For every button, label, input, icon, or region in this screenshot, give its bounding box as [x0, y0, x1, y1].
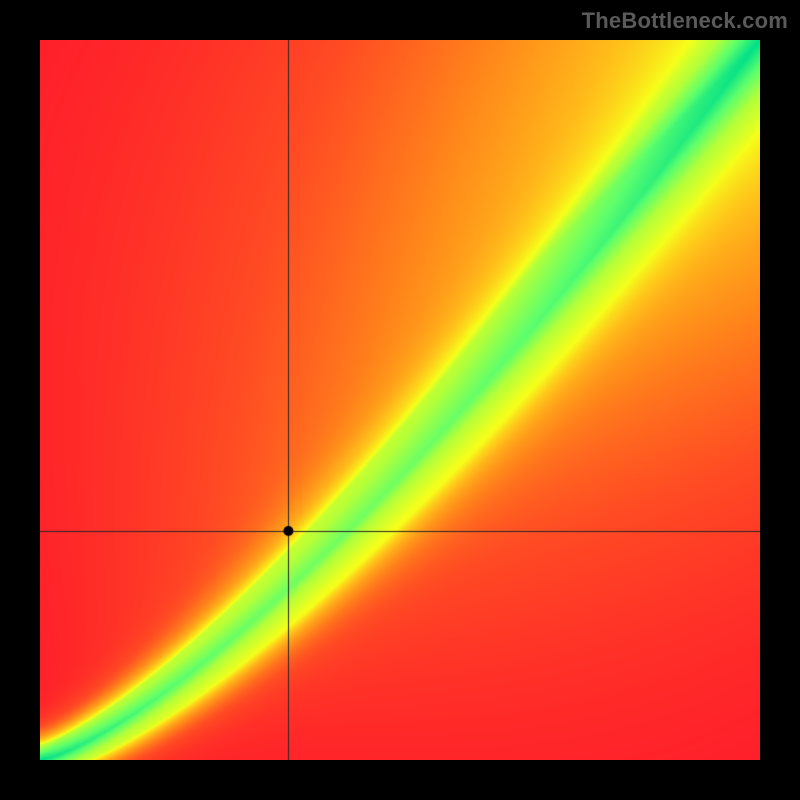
root: TheBottleneck.com — [0, 0, 800, 800]
plot-area — [40, 40, 760, 760]
crosshair-overlay — [40, 40, 760, 760]
watermark-text: TheBottleneck.com — [582, 8, 788, 34]
